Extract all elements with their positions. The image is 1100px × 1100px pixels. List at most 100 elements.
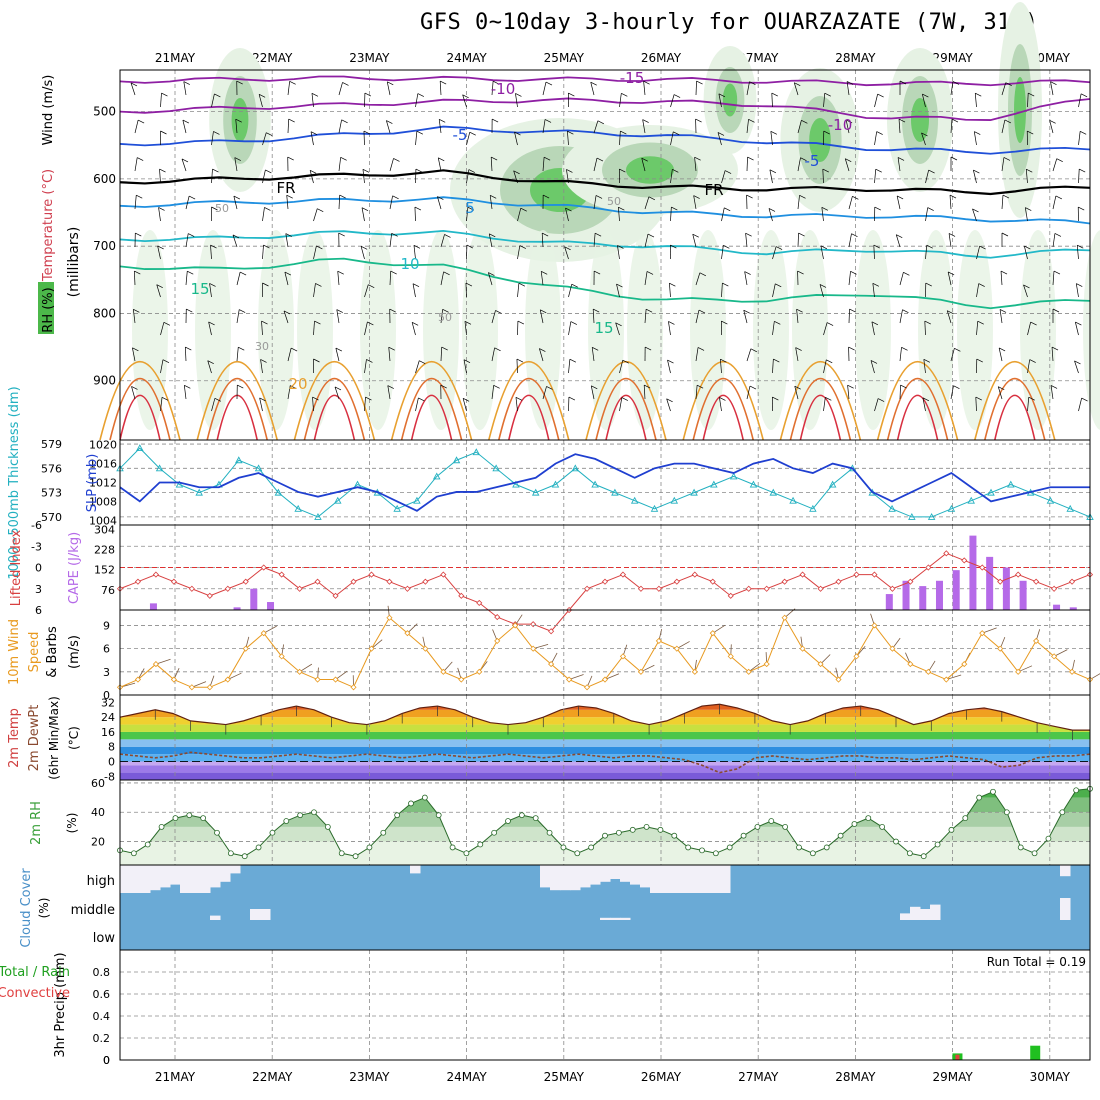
wind-barb xyxy=(185,233,189,248)
wind-barb xyxy=(949,194,957,199)
rh-point xyxy=(782,823,789,830)
pressure-tick: 800 xyxy=(93,306,116,320)
wind-barb xyxy=(440,271,444,286)
wind-barb xyxy=(973,170,977,184)
millibars-label: (millibars) xyxy=(66,227,82,298)
rh-shade xyxy=(231,98,249,142)
cloud-high-cell xyxy=(1060,865,1071,877)
wind-barb xyxy=(822,168,829,173)
wind-barb xyxy=(844,158,850,172)
thickness-series-point xyxy=(967,496,975,504)
isotherm-warm xyxy=(206,377,268,441)
cloud-mid-cell xyxy=(210,915,221,920)
wind-barb xyxy=(743,310,748,324)
rh-shade xyxy=(1083,230,1100,430)
wind-barb xyxy=(972,208,979,213)
wind-barb xyxy=(775,246,783,250)
wind-barb xyxy=(544,119,552,123)
wind-series-point xyxy=(1015,668,1022,675)
wind-series-point xyxy=(332,676,339,683)
wind-barb xyxy=(209,283,216,287)
wind-series-point xyxy=(548,661,555,668)
isotherm-warm xyxy=(799,394,842,441)
wind-barb xyxy=(768,208,773,222)
thickness-series-point xyxy=(531,488,540,496)
wind-barb xyxy=(699,272,707,277)
thickness-series-point xyxy=(492,464,500,472)
wind-barb xyxy=(565,207,572,212)
thickness-series-point xyxy=(432,472,441,480)
wind-barb xyxy=(334,386,342,391)
wind-barb xyxy=(415,168,423,173)
wind-series-point xyxy=(979,630,986,637)
thickness-tick: 579 xyxy=(41,438,62,451)
wind-barb xyxy=(1078,93,1082,108)
wind-barb xyxy=(417,93,424,97)
wind-barb xyxy=(185,346,192,351)
cloud-high-cell xyxy=(210,865,221,888)
rh-point xyxy=(657,826,664,833)
date-tick-bottom: 24MAY xyxy=(446,1070,487,1084)
lifted-series-point xyxy=(422,578,429,585)
wind-barb xyxy=(592,347,599,351)
rh-band xyxy=(120,797,1090,813)
wind-barb xyxy=(826,322,834,326)
wind-barb xyxy=(493,384,500,389)
wind-barb-10m xyxy=(371,639,383,649)
wind-barb xyxy=(234,157,238,172)
cape-bar xyxy=(952,570,960,610)
wind-barb xyxy=(947,271,955,276)
wind-barb xyxy=(823,359,827,374)
wind-series-point xyxy=(170,676,177,683)
wind-series-point xyxy=(566,676,573,683)
wind-barb xyxy=(693,195,700,199)
rh-point xyxy=(809,850,816,857)
thickness-series-point xyxy=(136,444,144,452)
wind-barb xyxy=(697,347,705,351)
wind-barb xyxy=(515,396,523,401)
pressure-tick: 500 xyxy=(93,105,116,119)
wind-barb xyxy=(925,170,929,184)
rh-tick: 40 xyxy=(91,806,105,819)
wind-barb xyxy=(925,245,928,260)
wind-barb xyxy=(642,119,646,134)
wind-barb xyxy=(337,270,344,275)
wind-barb xyxy=(336,309,343,313)
rh-point xyxy=(574,850,581,857)
temp-tick: 32 xyxy=(101,696,115,709)
wind-barb xyxy=(514,131,518,146)
wind-barb xyxy=(870,360,875,374)
wind-barb xyxy=(746,81,750,96)
rh2m-label: 2m RH xyxy=(29,801,44,845)
wind-barb xyxy=(947,271,952,286)
cloud-high-cell xyxy=(670,865,681,893)
wind-tick: 9 xyxy=(103,619,110,632)
isotherm-warm xyxy=(119,394,161,441)
wind-barb xyxy=(313,321,315,336)
cloud-high-cell xyxy=(200,865,211,893)
lifted-series-point xyxy=(979,564,986,571)
wind-series-point xyxy=(925,668,932,675)
wind-barb xyxy=(466,207,469,222)
wind-barb xyxy=(162,359,170,363)
cape-bar xyxy=(1069,607,1077,610)
wind-barb xyxy=(568,396,576,401)
cape-bar xyxy=(919,586,927,610)
wind-barb xyxy=(491,385,495,400)
wind-barb xyxy=(233,196,238,210)
cape-bar xyxy=(902,580,910,610)
wind-barb xyxy=(232,234,240,239)
rh-point xyxy=(602,832,608,839)
wind-barb xyxy=(618,206,625,211)
rh-shade xyxy=(809,118,831,162)
wind-barb xyxy=(364,92,372,97)
wind-barb xyxy=(620,130,627,135)
cape-tick: 76 xyxy=(101,584,115,597)
wind-barb xyxy=(567,131,569,146)
wind-barb xyxy=(770,131,773,146)
wind-barb xyxy=(846,81,854,85)
wind-barb xyxy=(950,81,954,96)
precip-tick: 0 xyxy=(103,1054,110,1067)
wind-barb xyxy=(545,81,553,86)
wind-barb xyxy=(283,310,291,315)
